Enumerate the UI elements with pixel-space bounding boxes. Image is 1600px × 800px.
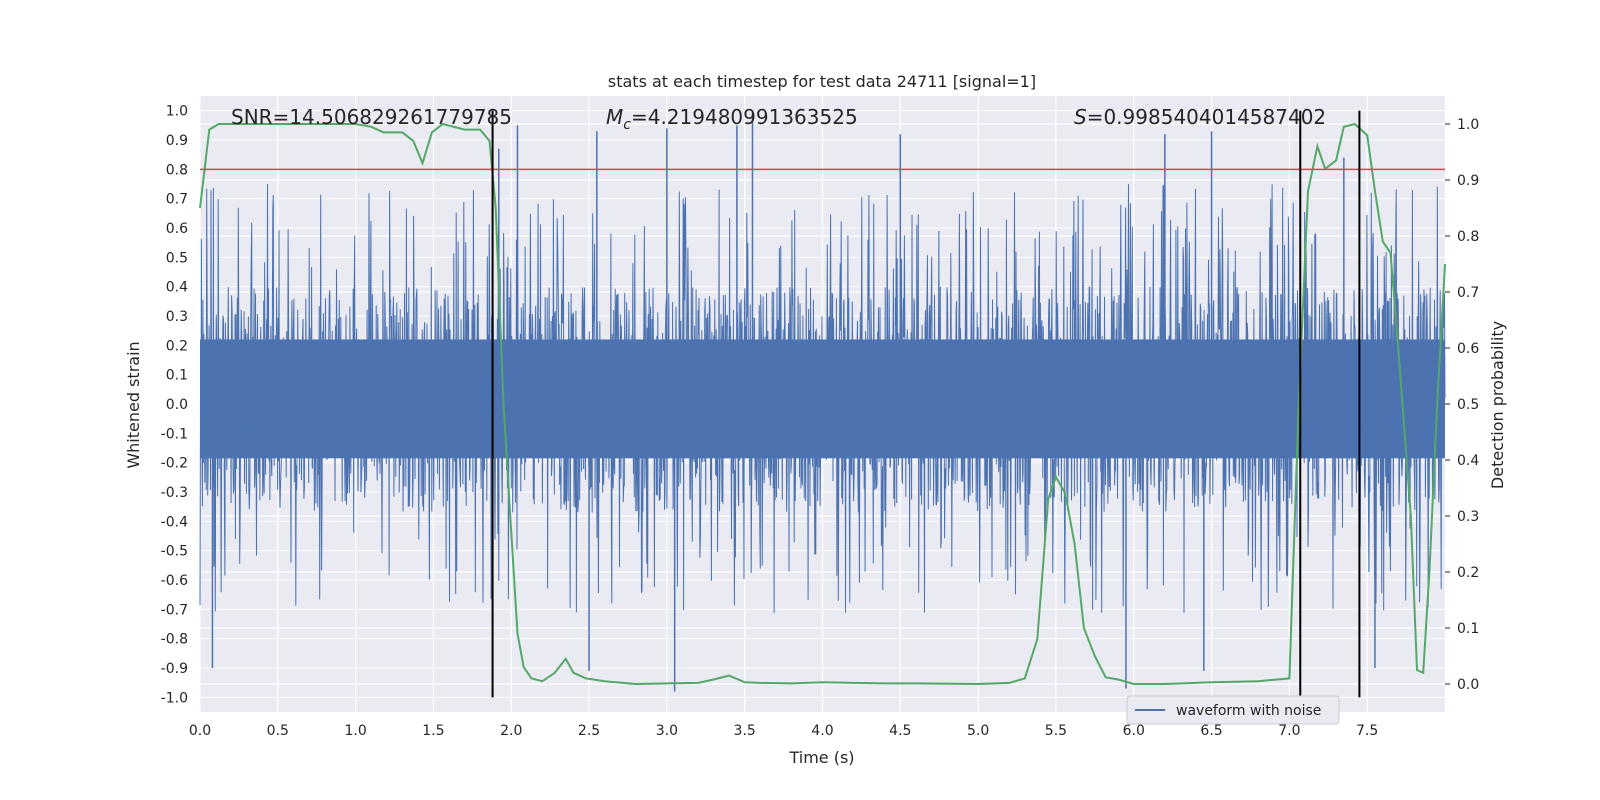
y-tick-label-left: 0.8 — [166, 162, 188, 178]
y-tick-label-left: 0.1 — [166, 368, 188, 384]
x-tick-label: 6.0 — [1123, 723, 1145, 739]
x-tick-label: 1.0 — [344, 723, 366, 739]
y-axis-label-right: Detection probability — [1488, 321, 1507, 489]
x-tick-label: 2.5 — [578, 723, 600, 739]
y-tick-labels-left: 1.0 0.9 0.8 0.7 0.6 0.5 0.4 0.3 0.2 0.1 0.0 -0.1 -0.… — [161, 104, 188, 707]
y-tick-label-right: 0.5 — [1457, 397, 1479, 413]
y-tick-label-left: 0.3 — [166, 309, 188, 325]
y-tick-label-right: 1.0 — [1457, 117, 1479, 133]
x-tick-label: 1.5 — [422, 723, 444, 739]
x-tick-label: 4.0 — [811, 723, 833, 739]
y-tick-label-right: 0.4 — [1457, 453, 1479, 469]
y-tick-label-right: 0.8 — [1457, 229, 1479, 245]
y-tick-label-left: 0.2 — [166, 338, 188, 354]
y-tick-label-right: 0.9 — [1457, 173, 1479, 189]
x-tick-label: 0.5 — [267, 723, 289, 739]
y-tick-label-right: 0.2 — [1457, 565, 1479, 581]
x-tick-label: 7.5 — [1356, 723, 1378, 739]
series-detection-probability — [199, 122, 1446, 686]
vertical-markers — [491, 110, 1361, 698]
x-tick-labels: 0.0 0.5 1.0 1.5 2.0 2.5 3.0 3.5 4.0 4.5 5.0 5.5 6.0 6… — [189, 723, 1378, 739]
y-tick-label-left: 0.7 — [166, 192, 188, 208]
legend-label: waveform with noise — [1176, 703, 1321, 719]
y-tick-label-left: -0.2 — [161, 456, 188, 472]
snr-annotation: SNR=14.506829261779785 — [231, 105, 512, 129]
legend: waveform with noise — [1126, 695, 1340, 725]
y-tick-label-left: -0.7 — [161, 602, 188, 618]
y-tick-label-right: 0.0 — [1457, 677, 1479, 693]
y-tick-labels-right: 1.0 0.9 0.8 0.7 0.6 0.5 0.4 0.3 0.2 0.1 0.0 — [1445, 117, 1479, 693]
y-tick-label-left: -0.3 — [161, 485, 188, 501]
y-tick-label-left: 0.0 — [166, 397, 188, 413]
legend-box — [1126, 695, 1340, 725]
chirp-mass-symbol: M — [606, 105, 623, 129]
x-tick-label: 7.0 — [1278, 723, 1300, 739]
chart-title: stats at each timestep for test data 247… — [608, 72, 1036, 91]
y-tick-label-left: -0.1 — [161, 426, 188, 442]
x-tick-label: 4.5 — [889, 723, 911, 739]
y-tick-label-right: 0.3 — [1457, 509, 1479, 525]
x-tick-label: 3.5 — [734, 723, 756, 739]
x-tick-label: 0.0 — [189, 723, 211, 739]
y-tick-label-left: -0.8 — [161, 632, 188, 648]
x-axis-label: Time (s) — [788, 748, 854, 767]
x-tick-label: 3.0 — [656, 723, 678, 739]
y-tick-label-left: -1.0 — [161, 690, 188, 706]
y-tick-label-left: -0.5 — [161, 544, 188, 560]
chirp-mass-value: =4.219480991363525 — [631, 105, 858, 129]
y-axis-label-left: Whitened strain — [124, 341, 143, 468]
statistic-annotation: S=0.9985404014587402 — [1074, 105, 1326, 129]
x-tick-label: 5.5 — [1045, 723, 1067, 739]
y-tick-label-left: 0.9 — [166, 133, 188, 149]
y-tick-label-left: 0.4 — [166, 280, 188, 296]
waveform-trace — [199, 183, 1446, 614]
x-tick-label: 5.0 — [967, 723, 989, 739]
chirp-mass-annotation: Mc=4.219480991363525 — [606, 105, 858, 133]
y-tick-label-right: 0.1 — [1457, 621, 1479, 637]
y-tick-label-left: 0.6 — [166, 221, 188, 237]
x-tick-label: 2.0 — [500, 723, 522, 739]
chirp-mass-subscript: c — [623, 117, 631, 133]
y-tick-label-left: 0.5 — [166, 250, 188, 266]
y-tick-label-left: 1.0 — [166, 104, 188, 120]
statistic-value: =0.9985404014587402 — [1087, 105, 1326, 129]
y-tick-label-right: 0.7 — [1457, 285, 1479, 301]
y-tick-label-left: -0.6 — [161, 573, 188, 589]
x-tick-label: 6.5 — [1200, 723, 1222, 739]
statistic-symbol: S — [1074, 105, 1087, 129]
y-tick-label-left: -0.9 — [161, 661, 188, 677]
y-tick-label-left: -0.4 — [161, 514, 188, 530]
y-tick-label-right: 0.6 — [1457, 341, 1479, 357]
series-waveform-with-noise — [199, 110, 1446, 692]
